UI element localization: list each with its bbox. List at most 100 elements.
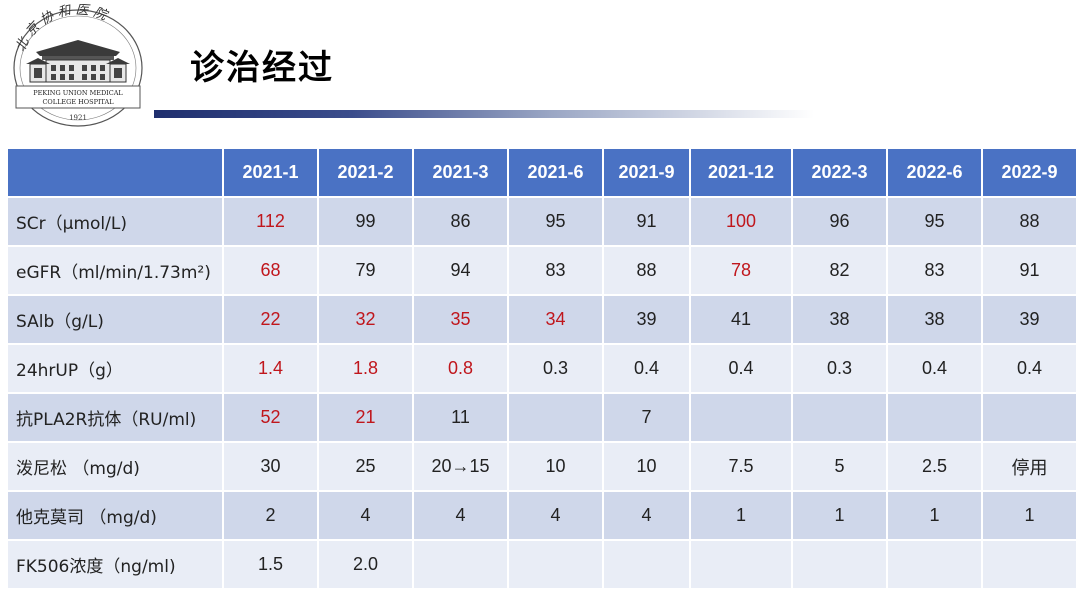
table-cell: 20→15 — [412, 441, 509, 492]
table-cell: 100 — [689, 196, 793, 247]
table-cell: 1 — [791, 490, 888, 541]
table-cell: 4 — [412, 490, 509, 541]
table-cell: 1 — [886, 490, 983, 541]
logo-year: 1921 — [69, 114, 87, 122]
table-row: SAlb（g/L) 22 32 35 34 39 41 38 38 39 — [6, 294, 1078, 345]
table-cell — [886, 392, 983, 443]
table-cell: 1.8 — [317, 343, 414, 394]
table-cell: 2 — [222, 490, 319, 541]
table-cell: 7.5 — [689, 441, 793, 492]
table-cell: 34 — [507, 294, 604, 345]
table-row: FK506浓度（ng/ml) 1.5 2.0 — [6, 539, 1078, 590]
table-row: eGFR（ml/min/1.73m²) 68 79 94 83 88 78 82 83 91 — [6, 245, 1078, 296]
row-label: SAlb（g/L) — [6, 294, 224, 345]
column-header: 2021-2 — [317, 147, 414, 198]
table-cell — [981, 539, 1078, 590]
table-cell: 96 — [791, 196, 888, 247]
table-cell: 30 — [222, 441, 319, 492]
table-cell: 22 — [222, 294, 319, 345]
table-cell: 91 — [602, 196, 691, 247]
table-cell: 0.3 — [507, 343, 604, 394]
table-cell: 82 — [791, 245, 888, 296]
table-cell: 68 — [222, 245, 319, 296]
row-label: FK506浓度（ng/ml) — [6, 539, 224, 590]
slide-title: 诊治经过 — [190, 48, 334, 88]
table-cell: 2.5 — [886, 441, 983, 492]
table-cell: 41 — [689, 294, 793, 345]
table-cell — [412, 539, 509, 590]
table-cell — [689, 392, 793, 443]
table-cell: 7 — [602, 392, 691, 443]
table-cell — [602, 539, 691, 590]
table-cell: 86 — [412, 196, 509, 247]
logo-text-line1: PEKING UNION MEDICAL — [33, 89, 123, 97]
table-row: SCr（μmol/L) 112 99 86 95 91 100 96 95 88 — [6, 196, 1078, 247]
column-header: 2021-6 — [507, 147, 604, 198]
hospital-emblem: 北 京 协 和 医 院 PEKING UNION MEDICAL COLLEGE… — [13, 3, 143, 127]
table-cell: 91 — [981, 245, 1078, 296]
table-cell — [981, 392, 1078, 443]
table-cell: 0.4 — [981, 343, 1078, 394]
header-corner-cell — [6, 147, 224, 198]
table-cell: 1.5 — [222, 539, 319, 590]
table-cell: 10 — [507, 441, 604, 492]
table-cell: 5 — [791, 441, 888, 492]
table-cell: 38 — [886, 294, 983, 345]
column-header: 2022-6 — [886, 147, 983, 198]
table-cell: 1 — [981, 490, 1078, 541]
table-cell: 25 — [317, 441, 414, 492]
table-cell — [507, 392, 604, 443]
table-cell: 停用 — [981, 441, 1078, 492]
table-cell: 52 — [222, 392, 319, 443]
table-cell: 0.3 — [791, 343, 888, 394]
table-cell: 0.4 — [886, 343, 983, 394]
table-cell: 2.0 — [317, 539, 414, 590]
column-header: 2021-1 — [222, 147, 319, 198]
column-header: 2022-9 — [981, 147, 1078, 198]
table-cell: 35 — [412, 294, 509, 345]
column-header: 2021-3 — [412, 147, 509, 198]
table-row: 他克莫司 （mg/d) 2 4 4 4 4 1 1 1 1 — [6, 490, 1078, 541]
treatment-table: 2021-1 2021-2 2021-3 2021-6 2021-9 2021-12 202… — [6, 147, 1078, 590]
table-cell: 95 — [507, 196, 604, 247]
table-cell: 4 — [602, 490, 691, 541]
table-row: 24hrUP（g） 1.4 1.8 0.8 0.3 0.4 0.4 0.3 0.4 0.4 — [6, 343, 1078, 394]
table-cell: 0.4 — [689, 343, 793, 394]
table-cell: 39 — [602, 294, 691, 345]
table-cell: 38 — [791, 294, 888, 345]
column-header: 2021-9 — [602, 147, 691, 198]
table-cell: 4 — [507, 490, 604, 541]
table-cell: 83 — [507, 245, 604, 296]
row-label: 抗PLA2R抗体（RU/ml) — [6, 392, 224, 443]
table-row: 泼尼松 （mg/d) 30 25 20→15 10 10 7.5 5 2.5 停用 — [6, 441, 1078, 492]
table-cell: 0.4 — [602, 343, 691, 394]
table-cell — [791, 392, 888, 443]
table-cell — [689, 539, 793, 590]
table-cell: 32 — [317, 294, 414, 345]
title-underline-bar — [154, 110, 814, 118]
row-label: SCr（μmol/L) — [6, 196, 224, 247]
table-cell: 11 — [412, 392, 509, 443]
row-label: eGFR（ml/min/1.73m²) — [6, 245, 224, 296]
table-cell: 10 — [602, 441, 691, 492]
hospital-logo: 北 京 协 和 医 院 PEKING UNION MEDICAL COLLEGE… — [6, 3, 150, 128]
table-cell — [886, 539, 983, 590]
table-cell: 83 — [886, 245, 983, 296]
table-header-row: 2021-1 2021-2 2021-3 2021-6 2021-9 2021-12 202… — [6, 147, 1078, 198]
table-cell: 112 — [222, 196, 319, 247]
table-cell: 88 — [981, 196, 1078, 247]
table-cell: 94 — [412, 245, 509, 296]
table-cell: 78 — [689, 245, 793, 296]
row-label: 泼尼松 （mg/d) — [6, 441, 224, 492]
logo-text-line2: COLLEGE HOSPITAL — [42, 98, 114, 106]
table-cell: 0.8 — [412, 343, 509, 394]
table-cell: 1.4 — [222, 343, 319, 394]
row-label: 24hrUP（g） — [6, 343, 224, 394]
table-cell: 88 — [602, 245, 691, 296]
column-header: 2021-12 — [689, 147, 793, 198]
table-cell — [507, 539, 604, 590]
table-cell: 21 — [317, 392, 414, 443]
table-cell — [791, 539, 888, 590]
table-cell: 95 — [886, 196, 983, 247]
table-cell: 99 — [317, 196, 414, 247]
